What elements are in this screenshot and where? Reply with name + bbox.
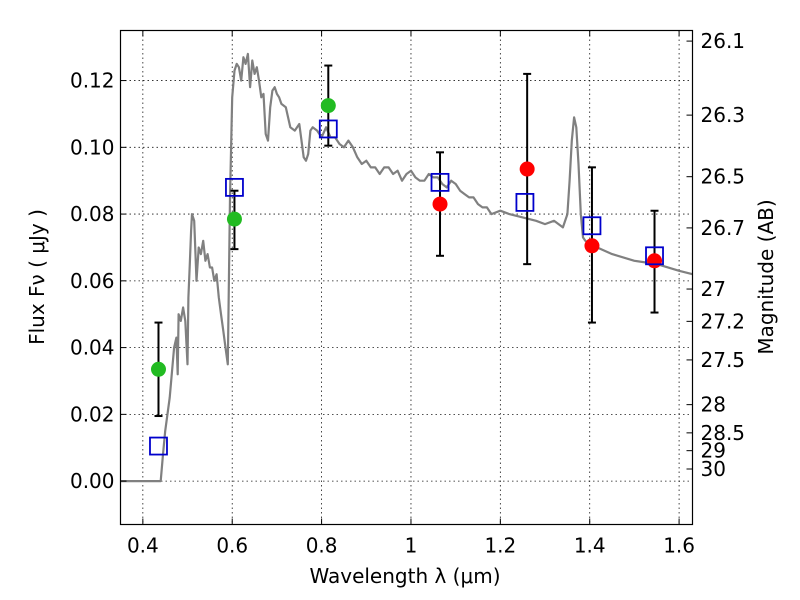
model-flux-square	[582, 216, 602, 236]
photometry-point	[432, 196, 448, 212]
photometry-point	[647, 253, 663, 269]
photometry-point	[226, 211, 242, 227]
x-tick-label: 1.2	[484, 534, 516, 558]
mag-tick-label: 27	[701, 277, 726, 301]
model-flux-square	[645, 246, 664, 266]
x-tick-label: 1.4	[574, 534, 606, 558]
model-flux-square	[515, 192, 535, 212]
photometry-point	[150, 361, 166, 377]
photometry-point	[519, 161, 535, 177]
mag-tick-label: 28	[701, 393, 726, 417]
y-tick-label: 0.10	[70, 135, 115, 159]
mag-tick-label: 27.2	[701, 309, 746, 333]
photometry-point	[584, 238, 600, 254]
y-tick-label: 0.12	[70, 69, 115, 93]
mag-tick-label: 27.5	[701, 348, 746, 372]
x-tick-label: 0.4	[127, 534, 159, 558]
y-tick-label: 0.02	[70, 402, 115, 426]
y-tick-label: 0.08	[70, 202, 115, 226]
y-tick-label: 0.00	[70, 469, 115, 493]
mag-tick-label: 26.1	[701, 29, 746, 53]
model-flux-square	[149, 436, 168, 456]
data-point-layer	[149, 98, 664, 456]
y-tick-label: 0.04	[70, 336, 115, 360]
x-tick-label: 1.6	[663, 534, 695, 558]
x-tick-label: 0.8	[306, 534, 338, 558]
photometry-point	[320, 98, 336, 114]
mag-tick-label: 26.3	[701, 103, 746, 127]
x-axis-label: Wavelength λ (μm)	[309, 564, 500, 588]
model-flux-square	[318, 119, 338, 139]
x-tick-label: 0.6	[216, 534, 248, 558]
x-tick-label: 1	[405, 534, 418, 558]
mag-tick-label: 29	[701, 439, 726, 463]
y-axis-label: Flux Fν ( μJy )	[25, 209, 49, 345]
mag-tick-label: 26.7	[701, 216, 746, 240]
mag-tick-label: 26.5	[701, 165, 746, 189]
y-tick-label: 0.06	[70, 269, 115, 293]
mag-tick-label: 28.5	[701, 421, 746, 445]
plot-frame	[119, 29, 694, 526]
model-flux-square	[430, 172, 450, 192]
mag-tick-label: 30	[701, 457, 726, 481]
tick-labels: 0.4 0.6 0.8 1 1.2 1.4 1.6 0.00 0.02 0.04 0.06 0.08 0…	[70, 29, 745, 557]
model-flux-square	[225, 177, 244, 197]
right-y-axis-label: Magnitude (AB)	[754, 199, 778, 354]
grid-lines	[120, 30, 693, 525]
model-spectrum-layer	[120, 52, 693, 483]
model-spectrum-line	[120, 52, 693, 483]
axis-ticks	[120, 30, 693, 525]
